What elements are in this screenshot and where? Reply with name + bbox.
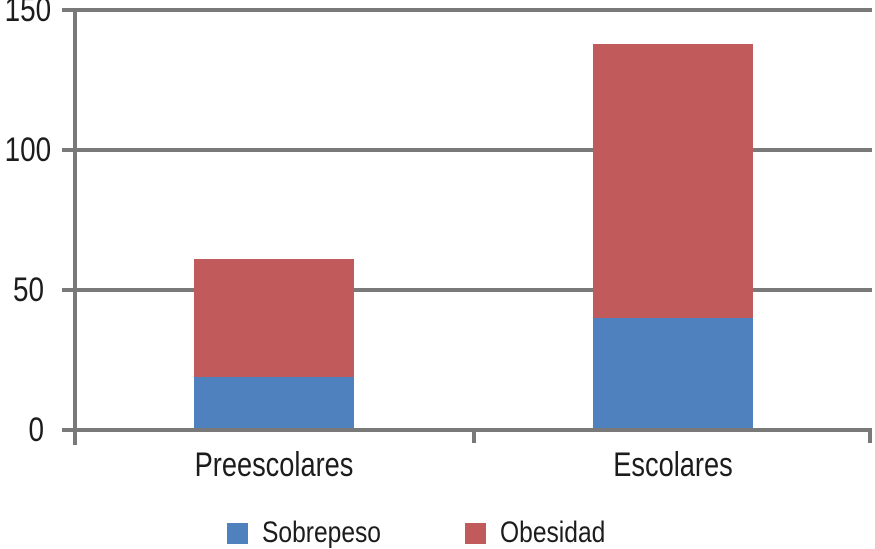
x-axis-line: [62, 428, 872, 432]
legend-swatch-obesidad: [464, 522, 486, 544]
legend: Sobrepeso Obesidad: [0, 518, 855, 548]
bar-obesidad-preescolares: [194, 259, 355, 377]
x-axis-tick-2: [868, 430, 872, 443]
legend-label-sobrepeso: Sobrepeso: [261, 516, 381, 549]
legend-swatch-sobrepeso: [226, 522, 248, 544]
category-label-preescolares: Preescolares: [194, 446, 354, 484]
y-tick-label-50: 50: [12, 271, 44, 309]
bar-sobrepeso-escolares: [592, 318, 753, 430]
category-label-escolares: Escolares: [613, 446, 733, 484]
gridline-100: [62, 148, 872, 152]
legend-item-sobrepeso: Sobrepeso: [226, 516, 407, 549]
gridline-50: [62, 288, 872, 292]
y-tick-label-100: 100: [4, 131, 52, 169]
bar-obesidad-escolares: [592, 43, 753, 318]
y-tick-label-150: 150: [4, 0, 52, 29]
gridline-150: [62, 8, 872, 12]
y-tick-label-0: 0: [28, 411, 44, 449]
legend-item-obesidad: Obesidad: [464, 516, 628, 549]
y-axis-line: [73, 8, 77, 445]
legend-label-obesidad: Obesidad: [499, 516, 606, 549]
x-axis-tick-1: [471, 430, 476, 443]
bar-sobrepeso-preescolares: [194, 376, 355, 430]
